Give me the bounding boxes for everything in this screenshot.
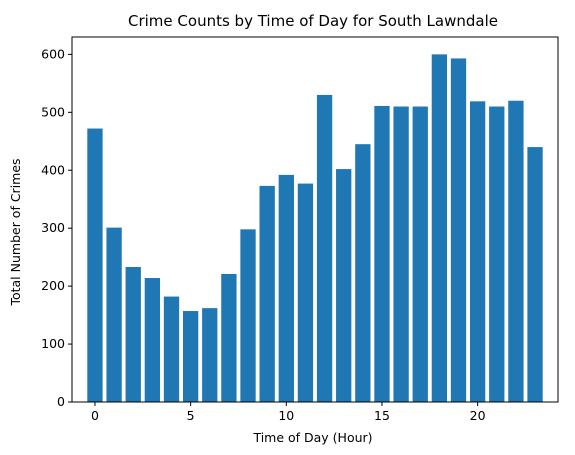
y-tick-label: 500: [41, 104, 65, 119]
y-tick-label: 600: [41, 46, 65, 61]
y-tick-label: 100: [41, 336, 65, 351]
bars-group: [87, 54, 543, 403]
bar-hour-14: [355, 144, 371, 402]
bar-hour-20: [469, 101, 486, 403]
y-tick-label: 300: [41, 220, 65, 235]
x-tick-label: 0: [91, 408, 99, 423]
chart-title: Crime Counts by Time of Day for South La…: [128, 12, 498, 30]
bar-hour-19: [450, 58, 467, 402]
bar-hour-10: [278, 174, 294, 402]
bar-hour-18: [431, 54, 448, 402]
bar-hour-21: [489, 106, 505, 403]
bar-hour-5: [182, 311, 199, 402]
x-tick-label: 20: [470, 408, 486, 423]
bar-hour-11: [297, 183, 314, 402]
bar-hour-3: [144, 278, 161, 402]
bar-hour-6: [202, 308, 218, 402]
bar-hour-17: [412, 106, 428, 403]
bar-hour-1: [106, 227, 122, 402]
bar-hour-23: [527, 147, 543, 402]
x-tick-label: 15: [374, 408, 390, 423]
y-tick-label: 200: [41, 278, 65, 293]
bar-hour-16: [393, 106, 409, 403]
y-axis-ticks: 0 100 200 300 400 500 600: [41, 46, 72, 409]
bar-hour-4: [163, 296, 180, 402]
bar-hour-13: [336, 169, 352, 402]
bar-hour-9: [259, 185, 275, 402]
plot-frame: [71, 36, 559, 403]
bar-hour-7: [221, 273, 237, 402]
x-axis-ticks: 0 5 10 15 20: [91, 402, 486, 423]
y-tick-label: 0: [57, 394, 65, 409]
x-tick-label: 5: [187, 408, 195, 423]
x-tick-label: 10: [278, 408, 294, 423]
y-axis-label: Total Number of Crimes: [8, 158, 23, 306]
x-axis-label: Time of Day (Hour): [252, 430, 372, 445]
bar-hour-12: [316, 94, 333, 402]
y-tick-label: 400: [41, 162, 65, 177]
bar-hour-8: [240, 229, 256, 402]
bar-hour-22: [508, 100, 524, 402]
bar-hour-2: [125, 267, 141, 402]
bar-hour-15: [374, 105, 390, 402]
bar-hour-0: [87, 128, 103, 403]
